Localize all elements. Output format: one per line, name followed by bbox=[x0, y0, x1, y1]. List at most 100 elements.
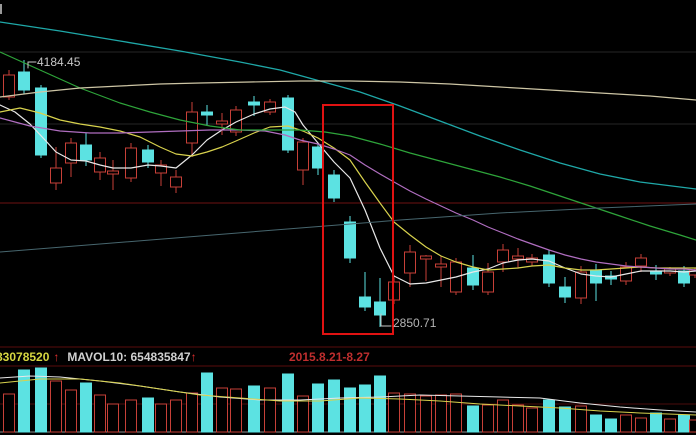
volume-bar[interactable] bbox=[18, 369, 30, 433]
ma250-line bbox=[0, 203, 696, 253]
candle[interactable] bbox=[575, 266, 587, 304]
candle-body bbox=[559, 286, 571, 298]
candle[interactable] bbox=[328, 170, 340, 202]
volume-bar[interactable] bbox=[497, 399, 509, 433]
candle[interactable] bbox=[512, 248, 524, 268]
highlight-box bbox=[322, 104, 394, 335]
volume-bar[interactable] bbox=[344, 387, 356, 433]
candle[interactable] bbox=[216, 113, 228, 135]
volume-bar[interactable] bbox=[404, 393, 416, 433]
volume-bar[interactable] bbox=[312, 383, 324, 433]
candle[interactable] bbox=[605, 271, 617, 285]
volume-value: 83078520 bbox=[0, 350, 50, 364]
candle[interactable] bbox=[282, 95, 294, 153]
volume-bar[interactable] bbox=[526, 407, 538, 433]
volume-bar[interactable] bbox=[359, 384, 371, 433]
volume-bar[interactable] bbox=[125, 399, 137, 433]
candle[interactable] bbox=[65, 138, 77, 177]
volume-status-bar: 83078520 ↑ MAVOL10: 654835847 ↑ bbox=[0, 349, 696, 365]
candle[interactable] bbox=[344, 216, 356, 263]
volume-bar[interactable] bbox=[575, 405, 587, 433]
candle[interactable] bbox=[297, 138, 309, 185]
candle[interactable] bbox=[35, 85, 47, 158]
candle-body bbox=[359, 296, 371, 308]
candle[interactable] bbox=[142, 145, 154, 168]
volume-bar[interactable] bbox=[230, 388, 242, 433]
candle[interactable] bbox=[50, 147, 62, 190]
volume-bar[interactable] bbox=[216, 387, 228, 433]
candle[interactable] bbox=[107, 160, 119, 190]
volume-bar[interactable] bbox=[201, 372, 213, 433]
candle[interactable] bbox=[186, 102, 198, 157]
volume-bar[interactable] bbox=[482, 404, 494, 433]
candle-body bbox=[186, 111, 198, 144]
candle[interactable] bbox=[125, 143, 137, 182]
candle[interactable] bbox=[359, 272, 371, 311]
volume-bar[interactable] bbox=[186, 392, 198, 433]
volume-bar[interactable] bbox=[50, 380, 62, 433]
candle-body bbox=[678, 270, 690, 284]
volume-bar[interactable] bbox=[374, 375, 386, 433]
candle-body bbox=[575, 271, 587, 299]
volume-bar[interactable] bbox=[264, 387, 276, 433]
volume-bar[interactable] bbox=[420, 395, 432, 433]
candle[interactable] bbox=[230, 106, 242, 136]
volume-bar[interactable] bbox=[80, 382, 92, 433]
price-high-label: 4184.45 bbox=[37, 55, 81, 69]
candle[interactable] bbox=[201, 105, 213, 126]
volume-bar[interactable] bbox=[664, 418, 676, 433]
candle[interactable] bbox=[404, 245, 416, 287]
candle[interactable] bbox=[264, 99, 276, 115]
candle[interactable] bbox=[18, 60, 30, 94]
candle-body bbox=[142, 149, 154, 163]
candle-body bbox=[374, 301, 386, 316]
candle-body bbox=[216, 120, 228, 125]
candle-body bbox=[512, 255, 524, 260]
candle-body bbox=[35, 87, 47, 156]
volume-bar[interactable] bbox=[650, 412, 662, 433]
candle-body bbox=[65, 142, 77, 164]
candle[interactable] bbox=[435, 256, 447, 287]
volume-bar[interactable] bbox=[328, 379, 340, 433]
volume-bar[interactable] bbox=[620, 414, 632, 433]
volume-bar[interactable] bbox=[142, 397, 154, 433]
volume-bar[interactable] bbox=[678, 414, 690, 433]
volume-bar[interactable] bbox=[388, 392, 400, 433]
volume-bar[interactable] bbox=[65, 389, 77, 433]
volume-bar[interactable] bbox=[512, 404, 524, 433]
volume-bar[interactable] bbox=[689, 419, 696, 433]
volume-bar[interactable] bbox=[635, 417, 647, 433]
volume-bar[interactable] bbox=[297, 395, 309, 433]
volume-bar[interactable] bbox=[435, 394, 447, 433]
candle[interactable] bbox=[420, 255, 432, 281]
volume-bar[interactable] bbox=[94, 394, 106, 433]
volume-bar[interactable] bbox=[590, 414, 602, 433]
candle[interactable] bbox=[248, 96, 260, 116]
candle[interactable] bbox=[543, 250, 555, 287]
candle[interactable] bbox=[155, 160, 167, 186]
volume-bar[interactable] bbox=[35, 367, 47, 433]
candle[interactable] bbox=[170, 170, 182, 193]
volume-bar[interactable] bbox=[543, 399, 555, 433]
volume-bar[interactable] bbox=[155, 403, 167, 433]
volume-bar[interactable] bbox=[248, 385, 260, 433]
volume-bar[interactable] bbox=[282, 373, 294, 433]
candle-body bbox=[230, 109, 242, 133]
volume-bar[interactable] bbox=[467, 405, 479, 433]
candle[interactable] bbox=[482, 263, 494, 295]
candle-body bbox=[312, 146, 324, 169]
candle[interactable] bbox=[497, 244, 509, 272]
volume-bar[interactable] bbox=[3, 393, 15, 433]
price-low-label: 2850.71 bbox=[393, 316, 437, 330]
volume-bar[interactable] bbox=[170, 399, 182, 433]
volume-bar[interactable] bbox=[605, 418, 617, 433]
candle[interactable] bbox=[559, 277, 571, 303]
candle[interactable] bbox=[3, 70, 15, 100]
date-range-label: 2015.8.21-8.27 bbox=[289, 350, 370, 364]
volume-bar[interactable] bbox=[107, 403, 119, 433]
volume-bar[interactable] bbox=[559, 406, 571, 433]
candle[interactable] bbox=[374, 278, 386, 327]
candle[interactable] bbox=[635, 254, 647, 272]
volume-bar[interactable] bbox=[450, 393, 462, 433]
